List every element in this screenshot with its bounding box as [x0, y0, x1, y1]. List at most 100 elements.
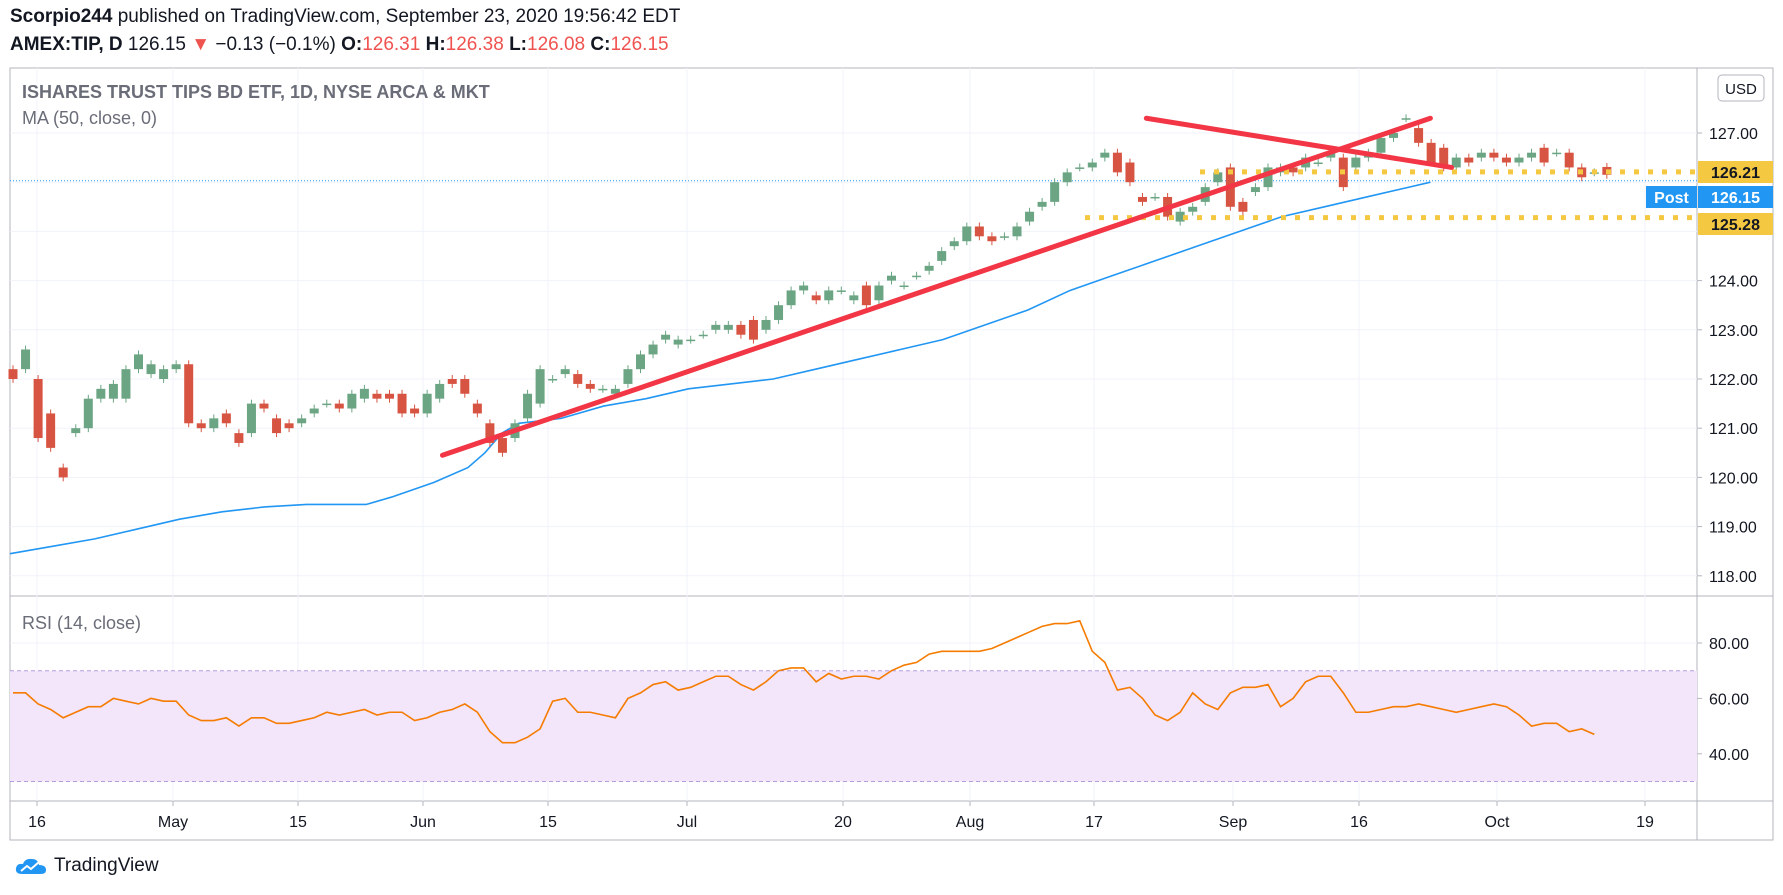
candle-body: [1100, 152, 1110, 158]
candle: [1037, 197, 1047, 211]
candle: [598, 384, 608, 393]
price-label: Post: [1654, 190, 1689, 207]
candle-body: [1501, 157, 1511, 163]
candle: [899, 281, 909, 290]
price-label-bg: [1698, 213, 1773, 235]
candle: [949, 237, 959, 251]
price-label-bg: [1698, 161, 1773, 183]
candle: [497, 434, 507, 457]
candle-body: [497, 438, 507, 453]
candle-body: [1527, 152, 1537, 158]
main-title: ISHARES TRUST TIPS BD ETF, 1D, NYSE ARCA…: [22, 82, 490, 102]
candle: [1451, 153, 1461, 172]
close-value: 126.15: [610, 34, 669, 55]
support-lines: [1085, 169, 1697, 221]
candle: [786, 286, 796, 310]
candle: [209, 414, 219, 433]
candle: [1138, 193, 1147, 206]
down-arrow-icon: ▼: [191, 34, 211, 55]
candle-body: [924, 265, 934, 271]
candle-body: [1389, 133, 1398, 138]
candle-body: [535, 369, 545, 404]
pane-titles: ISHARES TRUST TIPS BD ETF, 1D, NYSE ARCA…: [22, 82, 490, 633]
candle: [711, 320, 721, 334]
candle-body: [422, 393, 432, 414]
candle-body: [171, 364, 181, 370]
candle: [234, 429, 244, 447]
candle-body: [824, 290, 834, 301]
candle: [8, 365, 18, 383]
candle: [171, 360, 181, 374]
candle-body: [711, 324, 721, 330]
candle-body: [1476, 152, 1486, 158]
candle: [1376, 133, 1386, 157]
price-label-bg: [1646, 186, 1697, 208]
candle-body: [861, 285, 871, 306]
tradingview-logo[interactable]: TradingView: [14, 855, 159, 877]
candle: [447, 375, 457, 388]
candle: [322, 399, 332, 408]
candle: [799, 281, 809, 295]
candle: [1539, 143, 1549, 167]
candle-body: [1150, 196, 1160, 199]
candle-body: [573, 374, 583, 384]
price-tick-label: 124.00: [1709, 274, 1758, 291]
candle-body: [748, 319, 758, 340]
candle-body: [1188, 206, 1198, 212]
rsi-line: [13, 619, 1595, 744]
rsi-axis[interactable]: 80.00 60.00 40.00: [1697, 636, 1749, 764]
ma-path: [9, 181, 1431, 555]
candle: [1025, 207, 1035, 226]
price-axis[interactable]: 127.00 124.00 123.00 122.00 121.00 120.00 119.…: [1697, 126, 1758, 586]
candle: [1238, 197, 1248, 216]
candle: [1552, 148, 1562, 157]
candle-body: [485, 423, 495, 443]
candle: [774, 301, 784, 324]
symbol-label[interactable]: AMEX:TIP, D: [10, 34, 123, 55]
candle: [472, 399, 482, 418]
candle-body: [648, 344, 658, 355]
price-label: 126.15: [1711, 190, 1760, 207]
candle-body: [1175, 211, 1185, 222]
candle-body: [1539, 147, 1549, 163]
time-tick-label: Jul: [677, 814, 697, 831]
candle-body: [887, 275, 896, 281]
cloud-icon: [15, 858, 46, 874]
rsi-tick-label: 60.00: [1709, 691, 1749, 708]
candle-body: [1313, 162, 1323, 165]
candle: [1414, 124, 1424, 147]
candle: [159, 365, 169, 383]
candle-body: [548, 379, 558, 381]
candle: [1012, 222, 1022, 241]
candle-body: [1075, 167, 1085, 169]
candle-body: [974, 226, 984, 237]
candle-body: [1037, 201, 1047, 207]
candle-body: [121, 369, 131, 399]
candle-body: [447, 379, 457, 384]
candle-body: [1112, 152, 1122, 173]
candle-body: [698, 334, 708, 337]
candle-body: [736, 324, 746, 335]
candle: [121, 365, 131, 403]
candle-body: [359, 388, 369, 399]
candle-body: [1062, 172, 1072, 183]
price-tick-label: 119.00: [1709, 520, 1757, 537]
candle: [573, 370, 583, 388]
rsi-path: [13, 619, 1595, 744]
candle: [849, 291, 859, 305]
time-axis[interactable]: 16 May 15 Jun 15 Jul 20 Aug 17 Sep 16 Oct 19: [28, 801, 1654, 831]
price-tick-label: 122.00: [1709, 372, 1758, 389]
price-change: −0.13 (−0.1%): [215, 34, 336, 55]
candle-body: [259, 403, 269, 409]
candle-body: [21, 349, 31, 370]
time-tick-label: Oct: [1485, 814, 1510, 831]
currency-badge[interactable]: USD: [1717, 74, 1765, 102]
publisher-name[interactable]: Scorpio244: [10, 6, 113, 27]
candle: [937, 247, 947, 265]
candle-body: [962, 226, 972, 242]
candle: [1062, 168, 1072, 187]
candle: [811, 291, 821, 305]
low-value: 126.08: [527, 34, 586, 55]
candle: [1514, 153, 1524, 167]
